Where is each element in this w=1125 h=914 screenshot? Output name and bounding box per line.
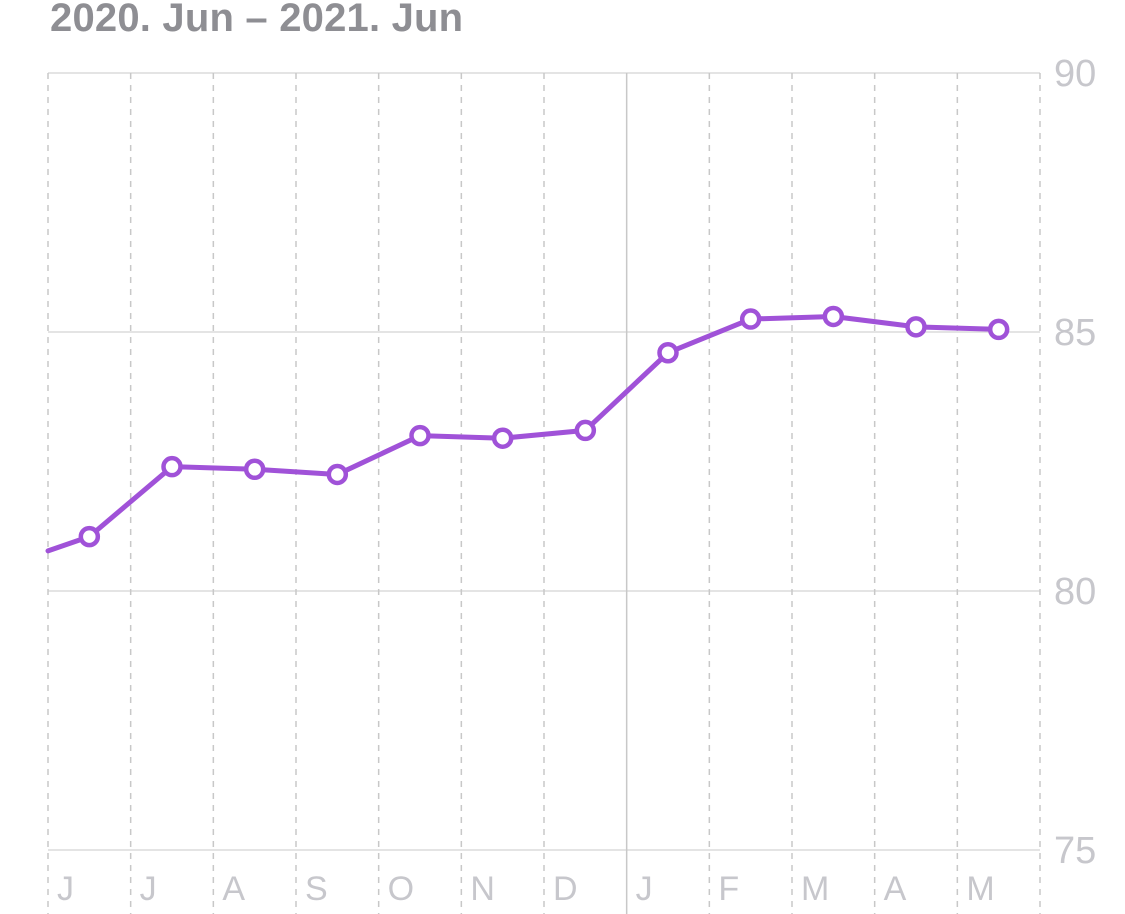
data-point[interactable] [243,458,266,481]
y-tick-label: 75 [1054,830,1096,872]
y-tick-label: 90 [1054,53,1096,95]
x-tick-label: A [222,870,245,908]
data-point[interactable] [326,463,349,486]
y-axis-labels: 90 85 80 75 [1054,53,1096,872]
data-point[interactable] [905,316,927,338]
x-tick-label: J [636,870,653,908]
data-point[interactable] [987,318,1010,341]
data-point[interactable] [657,341,679,364]
data-point[interactable] [822,305,845,328]
x-tick-label: F [718,870,739,908]
x-tick-label: O [388,870,414,908]
vertical-gridlines [47,73,1041,914]
x-tick-label: J [57,870,74,908]
x-tick-label: A [884,870,907,908]
data-point[interactable] [78,525,101,548]
x-tick-label: M [801,870,829,908]
x-tick-label: D [553,870,578,908]
date-range-title: 2020. Jun – 2021. Jun [50,0,464,40]
x-tick-label: M [966,870,994,908]
data-point[interactable] [409,424,431,447]
data-point[interactable] [739,308,762,330]
data-point[interactable] [161,455,183,478]
series-line [45,313,1002,554]
x-tick-label: N [470,870,495,908]
data-point[interactable] [574,419,597,442]
x-tick-label: S [305,870,328,908]
y-tick-label: 80 [1054,571,1096,613]
x-tick-label: J [140,870,157,908]
series-group [45,305,1010,554]
y-tick-label: 85 [1054,312,1096,354]
data-point[interactable] [491,427,514,449]
